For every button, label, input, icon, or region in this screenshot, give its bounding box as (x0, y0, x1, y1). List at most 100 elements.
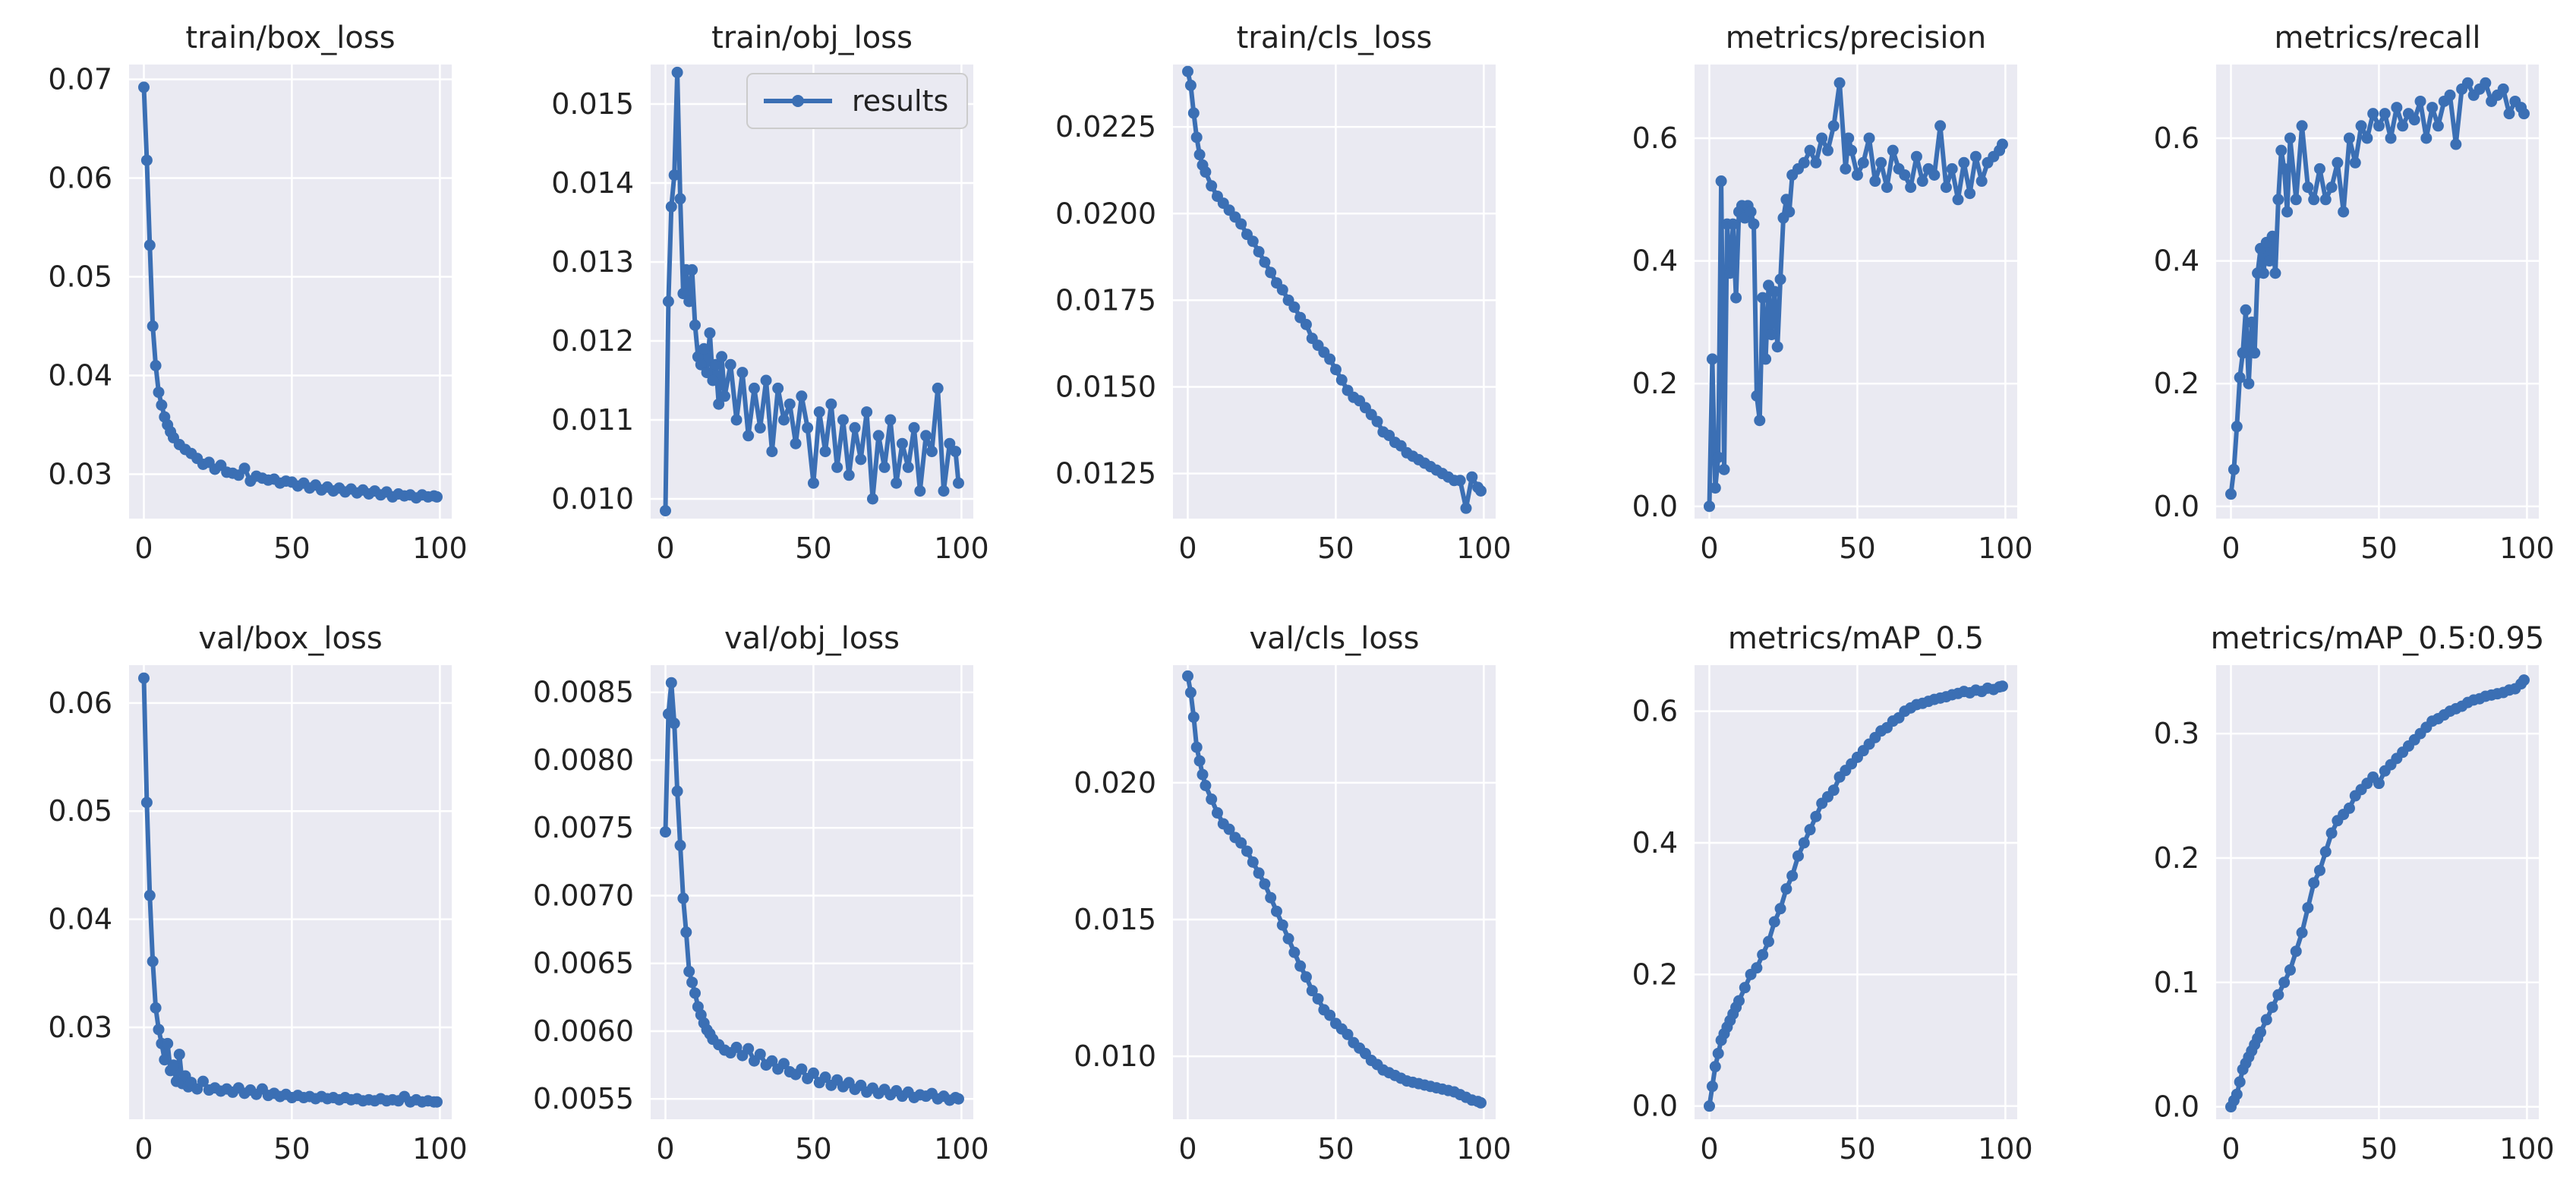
chart-title: metrics/precision (1726, 21, 1987, 55)
x-tick-label: 50 (795, 532, 831, 565)
data-point (2266, 230, 2278, 242)
x-tick-label: 0 (2221, 532, 2240, 565)
data-point (2338, 206, 2350, 218)
data-point (2231, 1088, 2243, 1100)
data-point (156, 399, 168, 411)
data-point (686, 263, 698, 276)
x-tick-label: 0 (1700, 532, 1718, 565)
data-point (944, 437, 956, 450)
data-point (2266, 1002, 2278, 1014)
data-point (1276, 284, 1288, 296)
data-point (1475, 484, 1487, 497)
data-point (1887, 144, 1899, 156)
x-tick-label: 0 (656, 1132, 674, 1166)
data-point (2343, 132, 2355, 144)
data-point (1259, 878, 1271, 890)
data-point (2408, 114, 2420, 126)
data-point (1810, 810, 1822, 822)
y-tick-label: 0.0070 (533, 879, 634, 912)
data-point (861, 406, 873, 418)
data-point (766, 1055, 778, 1067)
data-point (147, 955, 159, 967)
x-tick-label: 100 (2499, 532, 2555, 565)
data-point (704, 327, 716, 339)
data-point (2237, 347, 2249, 359)
data-point (1706, 1081, 1718, 1093)
y-tick-label: 0.0 (2154, 490, 2199, 523)
x-tick-label: 100 (934, 1132, 989, 1166)
data-point (150, 360, 162, 371)
data-point (1760, 353, 1772, 365)
data-point (2397, 120, 2409, 132)
x-tick-label: 100 (2499, 1132, 2555, 1166)
data-point (680, 926, 692, 939)
data-point (807, 1067, 819, 1079)
data-point (777, 1058, 790, 1070)
y-tick-label: 0.010 (551, 482, 634, 516)
data-point (2355, 120, 2367, 132)
y-tick-label: 0.06 (48, 686, 112, 720)
chart-title: metrics/recall (2274, 21, 2480, 55)
y-tick-label: 0.1 (2154, 966, 2199, 999)
data-point (777, 414, 790, 426)
y-tick-label: 0.0 (2154, 1090, 2199, 1124)
data-point (2275, 144, 2288, 156)
data-point (1206, 180, 1218, 192)
data-point (1975, 175, 1988, 188)
plot-area (1173, 65, 1496, 519)
x-tick-label: 0 (134, 1132, 153, 1166)
data-point (1928, 169, 1941, 181)
data-point (1958, 156, 1970, 169)
data-point (1786, 869, 1799, 882)
data-point (1193, 149, 1206, 161)
data-point (2302, 901, 2314, 913)
data-point (1706, 353, 1718, 365)
data-point (2224, 488, 2237, 500)
data-point (953, 477, 965, 489)
data-point (2246, 316, 2258, 328)
data-point (2450, 138, 2462, 150)
data-point (2254, 1026, 2266, 1038)
data-point (730, 414, 743, 426)
data-point (1329, 364, 1342, 376)
data-point (1259, 256, 1271, 268)
data-point (825, 398, 837, 410)
plot-area (2216, 665, 2539, 1119)
data-point (1780, 883, 1792, 895)
y-tick-label: 0.2 (2154, 841, 2199, 875)
data-point (1342, 1028, 1354, 1040)
data-point (843, 469, 855, 481)
y-tick-label: 0.0060 (533, 1014, 634, 1048)
data-point (173, 1049, 185, 1061)
data-point (1324, 353, 1336, 365)
data-point (159, 1054, 171, 1066)
data-point (2361, 132, 2373, 144)
data-point (1783, 206, 1796, 218)
data-point (689, 987, 701, 999)
y-tick-label: 0.0085 (533, 676, 634, 709)
data-point (2272, 194, 2284, 206)
data-point (1733, 995, 1745, 1007)
plot-area (1173, 665, 1496, 1119)
data-point (140, 797, 153, 809)
data-point (1771, 341, 1783, 353)
data-point (1816, 132, 1828, 144)
data-point (1905, 181, 1917, 194)
data-point (2518, 674, 2530, 686)
data-point (659, 505, 671, 517)
data-point (2263, 255, 2275, 267)
data-point (1946, 162, 1958, 175)
data-point (147, 320, 159, 332)
data-point (807, 477, 819, 489)
data-point (1851, 169, 1863, 181)
data-point (953, 1093, 965, 1105)
data-point (790, 437, 802, 450)
data-point (1211, 807, 1223, 819)
y-tick-label: 0.010 (1074, 1040, 1156, 1073)
data-point (2313, 864, 2325, 876)
data-point (1881, 181, 1893, 194)
data-point (1187, 711, 1200, 723)
data-point (1265, 267, 1277, 279)
data-point (431, 491, 443, 503)
